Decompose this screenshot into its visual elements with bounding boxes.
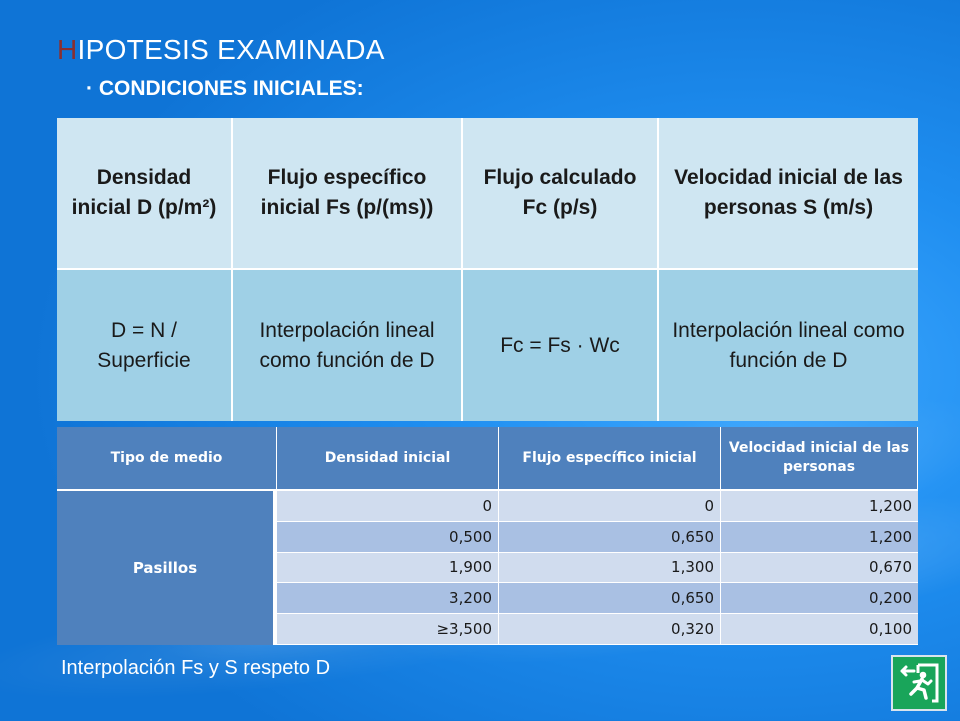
value-initial-speed-text: Interpolación lineal como función de D bbox=[672, 318, 905, 372]
table-cell: 0 bbox=[277, 491, 499, 522]
header-density: Densidad inicial D (p/m²) bbox=[57, 118, 233, 270]
header-specific-flow: Flujo específico inicial Fs (p/(ms)) bbox=[233, 118, 463, 270]
value-calculated-flow: Fc = Fs · Wc bbox=[463, 270, 659, 421]
header-calculated-flow-text: Flujo calculado Fc (p/s) bbox=[483, 166, 637, 219]
col-header-initial-density: Densidad inicial bbox=[277, 427, 499, 491]
row-stub-pasillos: Pasillos bbox=[57, 491, 277, 645]
table-cell: ≥3,500 bbox=[277, 614, 499, 645]
table-cell: 0,500 bbox=[277, 521, 499, 553]
table-cell: 1,900 bbox=[277, 552, 499, 584]
col-header-medium-type: Tipo de medio bbox=[57, 427, 277, 491]
col-header-initial-speed: Velocidad inicial de las personas bbox=[721, 427, 918, 491]
value-specific-flow: Interpolación lineal como función de D bbox=[233, 270, 463, 421]
value-specific-flow-text: Interpolación lineal como función de D bbox=[259, 318, 435, 372]
table-cell: 0,670 bbox=[721, 552, 918, 584]
table-cell: 1,200 bbox=[721, 521, 918, 553]
interpolation-table: Tipo de medio Densidad inicial Flujo esp… bbox=[57, 427, 918, 645]
table-cell: 0,200 bbox=[721, 583, 918, 615]
title-text: IPOTESIS EXAMINADA bbox=[77, 34, 385, 65]
table-cell: 3,200 bbox=[277, 583, 499, 615]
table-cell: 0 bbox=[499, 491, 721, 522]
table-cell: 0,650 bbox=[499, 583, 721, 615]
title-initial: H bbox=[57, 34, 78, 65]
header-initial-speed-text: Velocidad inicial de las personas S (m/s… bbox=[674, 166, 903, 219]
value-initial-speed: Interpolación lineal como función de D bbox=[659, 270, 918, 421]
header-calculated-flow: Flujo calculado Fc (p/s) bbox=[463, 118, 659, 270]
slide-subtitle: · CONDICIONES INICIALES: bbox=[86, 77, 364, 100]
footer-note: Interpolación Fs y S respeto D bbox=[61, 657, 331, 679]
table-cell: 0,100 bbox=[721, 614, 918, 645]
table-cell: 0,650 bbox=[499, 521, 721, 553]
table-cell: 1,300 bbox=[499, 552, 721, 584]
value-density-text: D = N / Superficie bbox=[97, 318, 191, 372]
table-cell: 0,320 bbox=[499, 614, 721, 645]
value-density: D = N / Superficie bbox=[57, 270, 233, 421]
col-header-specific-flow: Flujo específico inicial bbox=[499, 427, 721, 491]
header-specific-flow-text: Flujo específico inicial Fs (p/(ms)) bbox=[260, 166, 434, 219]
table-cell: 1,200 bbox=[721, 491, 918, 522]
value-calculated-flow-text: Fc = Fs · Wc bbox=[500, 333, 620, 357]
header-density-text: Densidad inicial D (p/m²) bbox=[71, 166, 217, 219]
initial-conditions-table: Densidad inicial D (p/m²) Flujo específi… bbox=[57, 118, 918, 421]
header-initial-speed: Velocidad inicial de las personas S (m/s… bbox=[659, 118, 918, 270]
emergency-exit-icon bbox=[891, 655, 947, 711]
slide-title: HIPOTESIS EXAMINADA bbox=[57, 34, 385, 66]
